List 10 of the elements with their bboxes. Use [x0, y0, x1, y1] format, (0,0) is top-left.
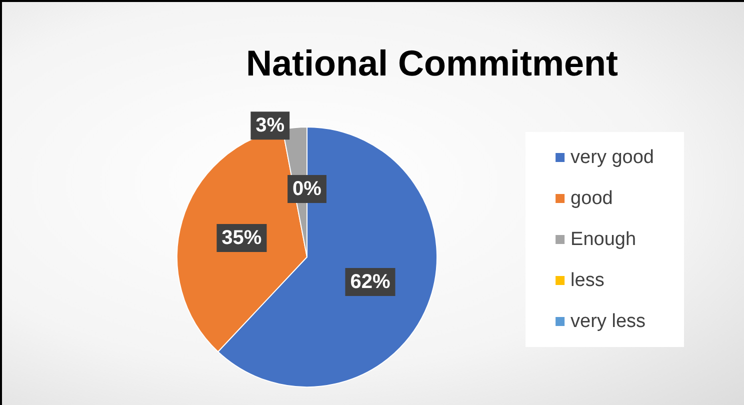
text: 0% [292, 178, 322, 200]
data-label: 3% [256, 114, 285, 137]
chart-title: National Commitment [246, 42, 618, 84]
legend-label: good [570, 188, 613, 209]
legend-label: Enough [570, 229, 636, 250]
data-label: 35% [222, 227, 262, 250]
legend-label: very less [570, 311, 646, 332]
legend-label: very good [570, 147, 654, 168]
data-label: 62% [350, 271, 390, 294]
legend-label: less [570, 270, 604, 291]
